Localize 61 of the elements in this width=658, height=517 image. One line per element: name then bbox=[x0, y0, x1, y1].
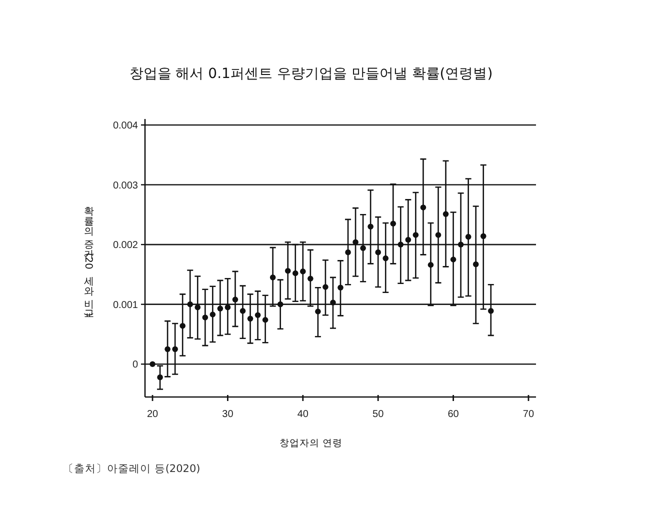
point bbox=[420, 204, 426, 210]
point bbox=[322, 284, 328, 290]
point bbox=[458, 242, 464, 248]
y-axis-title: 확률의 증가(20세와 비교) bbox=[82, 200, 94, 318]
point bbox=[450, 256, 456, 262]
point bbox=[217, 306, 224, 312]
point bbox=[398, 242, 404, 248]
point bbox=[292, 270, 298, 276]
point bbox=[254, 312, 261, 318]
point bbox=[412, 232, 419, 238]
point bbox=[382, 255, 389, 262]
point bbox=[224, 304, 231, 310]
point bbox=[300, 268, 306, 274]
y-tick-label: 0 bbox=[132, 360, 138, 371]
y-tick-label: 0.004 bbox=[112, 120, 138, 132]
point bbox=[164, 346, 170, 352]
point bbox=[480, 233, 486, 240]
point bbox=[428, 262, 434, 268]
point bbox=[330, 300, 336, 306]
x-tick-label: 70 bbox=[522, 409, 534, 420]
point bbox=[262, 316, 268, 323]
point bbox=[187, 301, 194, 308]
point bbox=[345, 249, 351, 256]
y-tick-label: 0.001 bbox=[112, 300, 138, 311]
point bbox=[338, 284, 344, 290]
point bbox=[375, 249, 381, 256]
point bbox=[150, 361, 156, 368]
point bbox=[202, 314, 208, 320]
point bbox=[277, 301, 284, 308]
point bbox=[172, 346, 178, 352]
point bbox=[284, 268, 291, 274]
point bbox=[442, 211, 449, 217]
point bbox=[247, 316, 254, 322]
point bbox=[368, 224, 374, 230]
x-tick-label: 40 bbox=[297, 409, 309, 420]
point bbox=[472, 261, 479, 268]
x-axis-title: 창업자의 연령 bbox=[279, 438, 343, 449]
point bbox=[232, 296, 238, 302]
text: 〔출처〕아줄레이 등(2020) bbox=[63, 463, 200, 475]
x-tick-label: 60 bbox=[448, 409, 460, 420]
point bbox=[194, 304, 201, 310]
point bbox=[157, 374, 163, 380]
point bbox=[390, 220, 396, 227]
point bbox=[270, 274, 276, 280]
point bbox=[210, 312, 216, 318]
point bbox=[315, 308, 321, 314]
x-tick-label: 50 bbox=[372, 409, 384, 420]
x-tick-label: 20 bbox=[146, 409, 159, 420]
point bbox=[360, 245, 366, 252]
point bbox=[488, 308, 494, 314]
point bbox=[435, 232, 442, 238]
chart-title: 창업을 해서 0.1퍼센트 우량기업을 만들어낼 확률(연령별) bbox=[129, 66, 493, 82]
x-tick-label: 30 bbox=[222, 409, 234, 420]
point bbox=[405, 236, 412, 243]
point bbox=[465, 234, 472, 240]
point bbox=[308, 276, 314, 282]
y-tick-label: 0.002 bbox=[112, 240, 138, 252]
point bbox=[352, 239, 358, 246]
y-tick-label: 0.003 bbox=[112, 180, 138, 192]
point bbox=[180, 322, 186, 329]
point bbox=[240, 308, 246, 314]
